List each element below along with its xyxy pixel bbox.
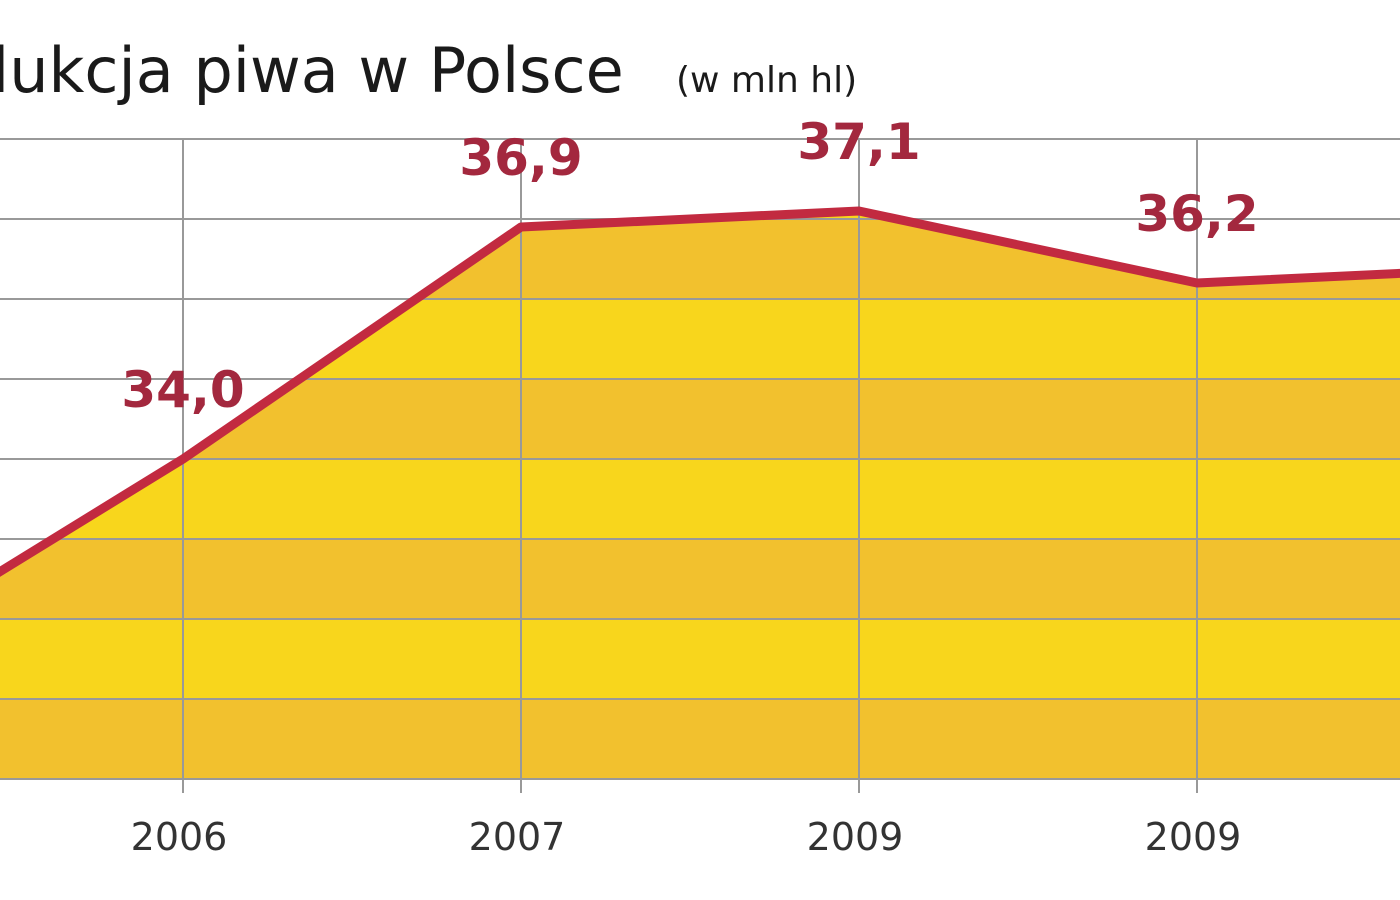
data-label: 36,9 xyxy=(459,129,582,187)
x-tick-label: 2007 xyxy=(469,815,566,859)
chart-subtitle: (w mln hl) xyxy=(676,60,857,101)
data-label: 34,0 xyxy=(121,361,244,419)
line xyxy=(0,206,1400,577)
area-band xyxy=(0,539,1400,619)
x-tick-label: 2009 xyxy=(807,815,904,859)
area-band xyxy=(0,459,1400,539)
data-label: 36,2 xyxy=(1135,185,1258,243)
x-tick-label: 2009 xyxy=(1145,815,1242,859)
data-label: 37,1 xyxy=(797,113,920,171)
chart-title: lukcja piwa w Polsce xyxy=(0,34,624,107)
area-band xyxy=(0,699,1400,779)
plot: 2006 2007 2009 2009 34,0 36,9 37,1 36,2 xyxy=(0,113,1400,859)
x-tick-label: 2006 xyxy=(131,815,228,859)
area-band xyxy=(0,619,1400,699)
